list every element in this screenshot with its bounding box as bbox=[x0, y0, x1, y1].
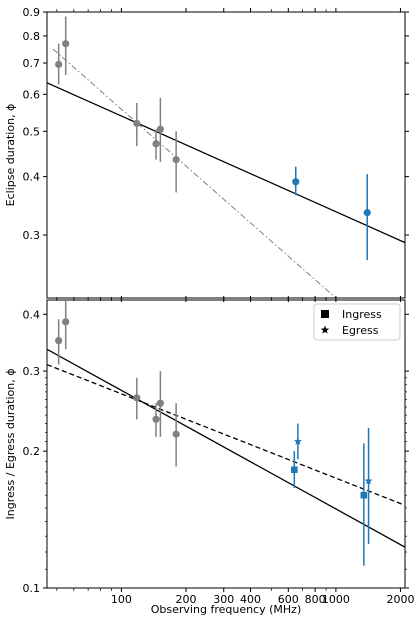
x-tick-label: 2000 bbox=[386, 593, 414, 606]
y-tick-label: 0.2 bbox=[23, 445, 41, 458]
y-tick-label: 0.3 bbox=[23, 229, 41, 242]
y-tick-label: 0.4 bbox=[23, 308, 41, 321]
y-tick-label: 0.7 bbox=[23, 57, 41, 70]
y-tick-label: 0.6 bbox=[23, 88, 41, 101]
eclipse-duration-panel: 0.3 0.4 0.5 0.6 0.7 0.8 0.9 bbox=[23, 6, 409, 302]
x-axis-label: Observing frequency (MHz) bbox=[151, 603, 301, 616]
plot-area bbox=[47, 16, 405, 298]
y-tick-label: 0.4 bbox=[23, 171, 41, 184]
x-tick-label: 1000 bbox=[322, 593, 350, 606]
data-point bbox=[363, 209, 371, 217]
data-point bbox=[152, 415, 160, 423]
ingress-point bbox=[360, 491, 368, 499]
fit-line-solid bbox=[47, 348, 405, 548]
x-tick-label: 300 bbox=[213, 593, 234, 606]
data-point bbox=[55, 337, 63, 345]
legend-label: Ingress bbox=[342, 308, 382, 321]
legend: Ingress Egress bbox=[313, 303, 401, 341]
data-point bbox=[156, 125, 164, 133]
x-tick-label: 200 bbox=[175, 593, 196, 606]
axes-frame bbox=[46, 299, 406, 589]
fit-line-dashdot bbox=[52, 48, 337, 298]
x-tick-label: 600 bbox=[278, 593, 299, 606]
x-tick-label: 100 bbox=[111, 593, 132, 606]
data-point bbox=[156, 399, 164, 407]
data-point bbox=[152, 140, 160, 148]
y-axis-label-bottom: Ingress / Egress duration, ϕ bbox=[4, 369, 17, 520]
data-point bbox=[62, 40, 70, 48]
data-point bbox=[133, 119, 141, 127]
axes-frame bbox=[46, 11, 406, 299]
data-point bbox=[172, 156, 180, 164]
legend-star-marker bbox=[320, 325, 330, 334]
y-axis-label-top: Eclipse duration, ϕ bbox=[4, 104, 17, 207]
y-tick-label: 0.9 bbox=[23, 6, 41, 19]
x-tick-label: 400 bbox=[240, 593, 261, 606]
data-point bbox=[55, 60, 63, 69]
legend-box bbox=[313, 303, 401, 341]
data-point bbox=[172, 430, 180, 438]
data-point bbox=[133, 394, 141, 402]
data-point bbox=[292, 178, 300, 186]
y-tick-label: 0.5 bbox=[23, 125, 41, 138]
egress-point bbox=[293, 437, 302, 445]
legend-label: Egress bbox=[342, 324, 379, 337]
fit-line-dashed bbox=[47, 364, 405, 506]
egress-point bbox=[364, 476, 373, 485]
ingress-point bbox=[291, 466, 298, 474]
y-tick-label: 0.3 bbox=[23, 365, 41, 378]
y-tick-label: 0.1 bbox=[23, 582, 41, 595]
plot-area bbox=[47, 300, 405, 566]
fit-line-solid bbox=[47, 82, 405, 244]
data-point bbox=[62, 318, 70, 326]
x-tick-label: 800 bbox=[305, 593, 326, 606]
legend-square-marker bbox=[321, 310, 329, 318]
y-tick-label: 0.8 bbox=[23, 30, 41, 43]
